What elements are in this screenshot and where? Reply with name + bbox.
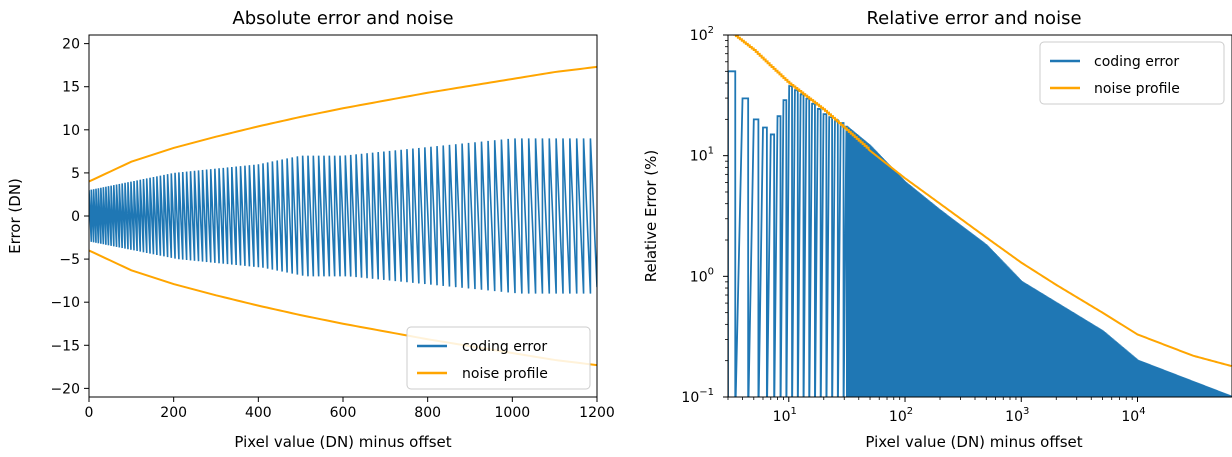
- y-tick-label: 15: [62, 80, 80, 96]
- y-tick-label: −15: [50, 338, 80, 354]
- y-tick-label: 101: [690, 146, 714, 165]
- y-tick-label: −10: [50, 295, 80, 311]
- legend-label-coding-error: coding error: [1094, 54, 1179, 70]
- legend-label-noise-profile: noise profile: [462, 366, 548, 382]
- chart-relative: Relative error and noise 101 102 103 104 10−…: [642, 8, 1232, 451]
- legend-label-noise-profile: noise profile: [1094, 81, 1180, 97]
- x-tick-label: 600: [330, 405, 357, 421]
- plot-frame: [727, 34, 1232, 398]
- x-axis-label: Pixel value (DN) minus offset: [234, 433, 451, 451]
- legend: coding error noise profile: [406, 326, 591, 390]
- y-tick-label: 0: [71, 209, 80, 225]
- x-tick-label: 400: [245, 405, 272, 421]
- legend-label-coding-error: coding error: [462, 339, 547, 355]
- x-tick-label: 800: [414, 405, 441, 421]
- plot-area: [89, 65, 597, 367]
- y-tick-label: −20: [50, 381, 80, 397]
- y-tick-label: 100: [690, 266, 714, 285]
- series-noise-profile: [732, 35, 1232, 368]
- series-coding-error: [728, 70, 1232, 397]
- series-coding-error: [89, 138, 597, 294]
- x-tick-label: 103: [1005, 406, 1029, 425]
- y-axis-label: Error (DN): [6, 178, 24, 254]
- plot-area: [728, 35, 1232, 397]
- series-noise-profile-upper: [89, 65, 597, 183]
- chart-title: Relative error and noise: [866, 8, 1081, 29]
- y-tick-label: 20: [62, 37, 80, 53]
- y-tick-label: 102: [690, 25, 714, 44]
- chart-title: Absolute error and noise: [232, 8, 453, 29]
- x-axis-label: Pixel value (DN) minus offset: [865, 433, 1082, 451]
- y-tick-label: −5: [59, 252, 80, 268]
- legend: coding error noise profile: [1039, 41, 1225, 105]
- legend-box: [406, 326, 591, 390]
- axis-ticks: 0 200 400 600 800 1000 1200 −20 −15 −10 −5 0 5 10 15 20: [50, 37, 614, 421]
- y-axis-label: Relative Error (%): [642, 150, 660, 283]
- x-tick-label: 200: [160, 405, 187, 421]
- x-tick-label: 1000: [495, 405, 531, 421]
- y-tick-label: 5: [71, 166, 80, 182]
- legend-box: [1039, 41, 1225, 105]
- x-tick-label: 104: [1121, 406, 1145, 425]
- y-tick-label: 10−1: [681, 387, 714, 406]
- y-tick-label: 10: [62, 123, 80, 139]
- x-tick-label: 102: [889, 406, 913, 425]
- x-tick-label: 1200: [579, 405, 615, 421]
- chart-absolute: Absolute error and noise 0 200 400 600 800 10…: [6, 8, 615, 451]
- x-tick-label: 0: [85, 405, 94, 421]
- x-tick-label: 101: [773, 406, 797, 425]
